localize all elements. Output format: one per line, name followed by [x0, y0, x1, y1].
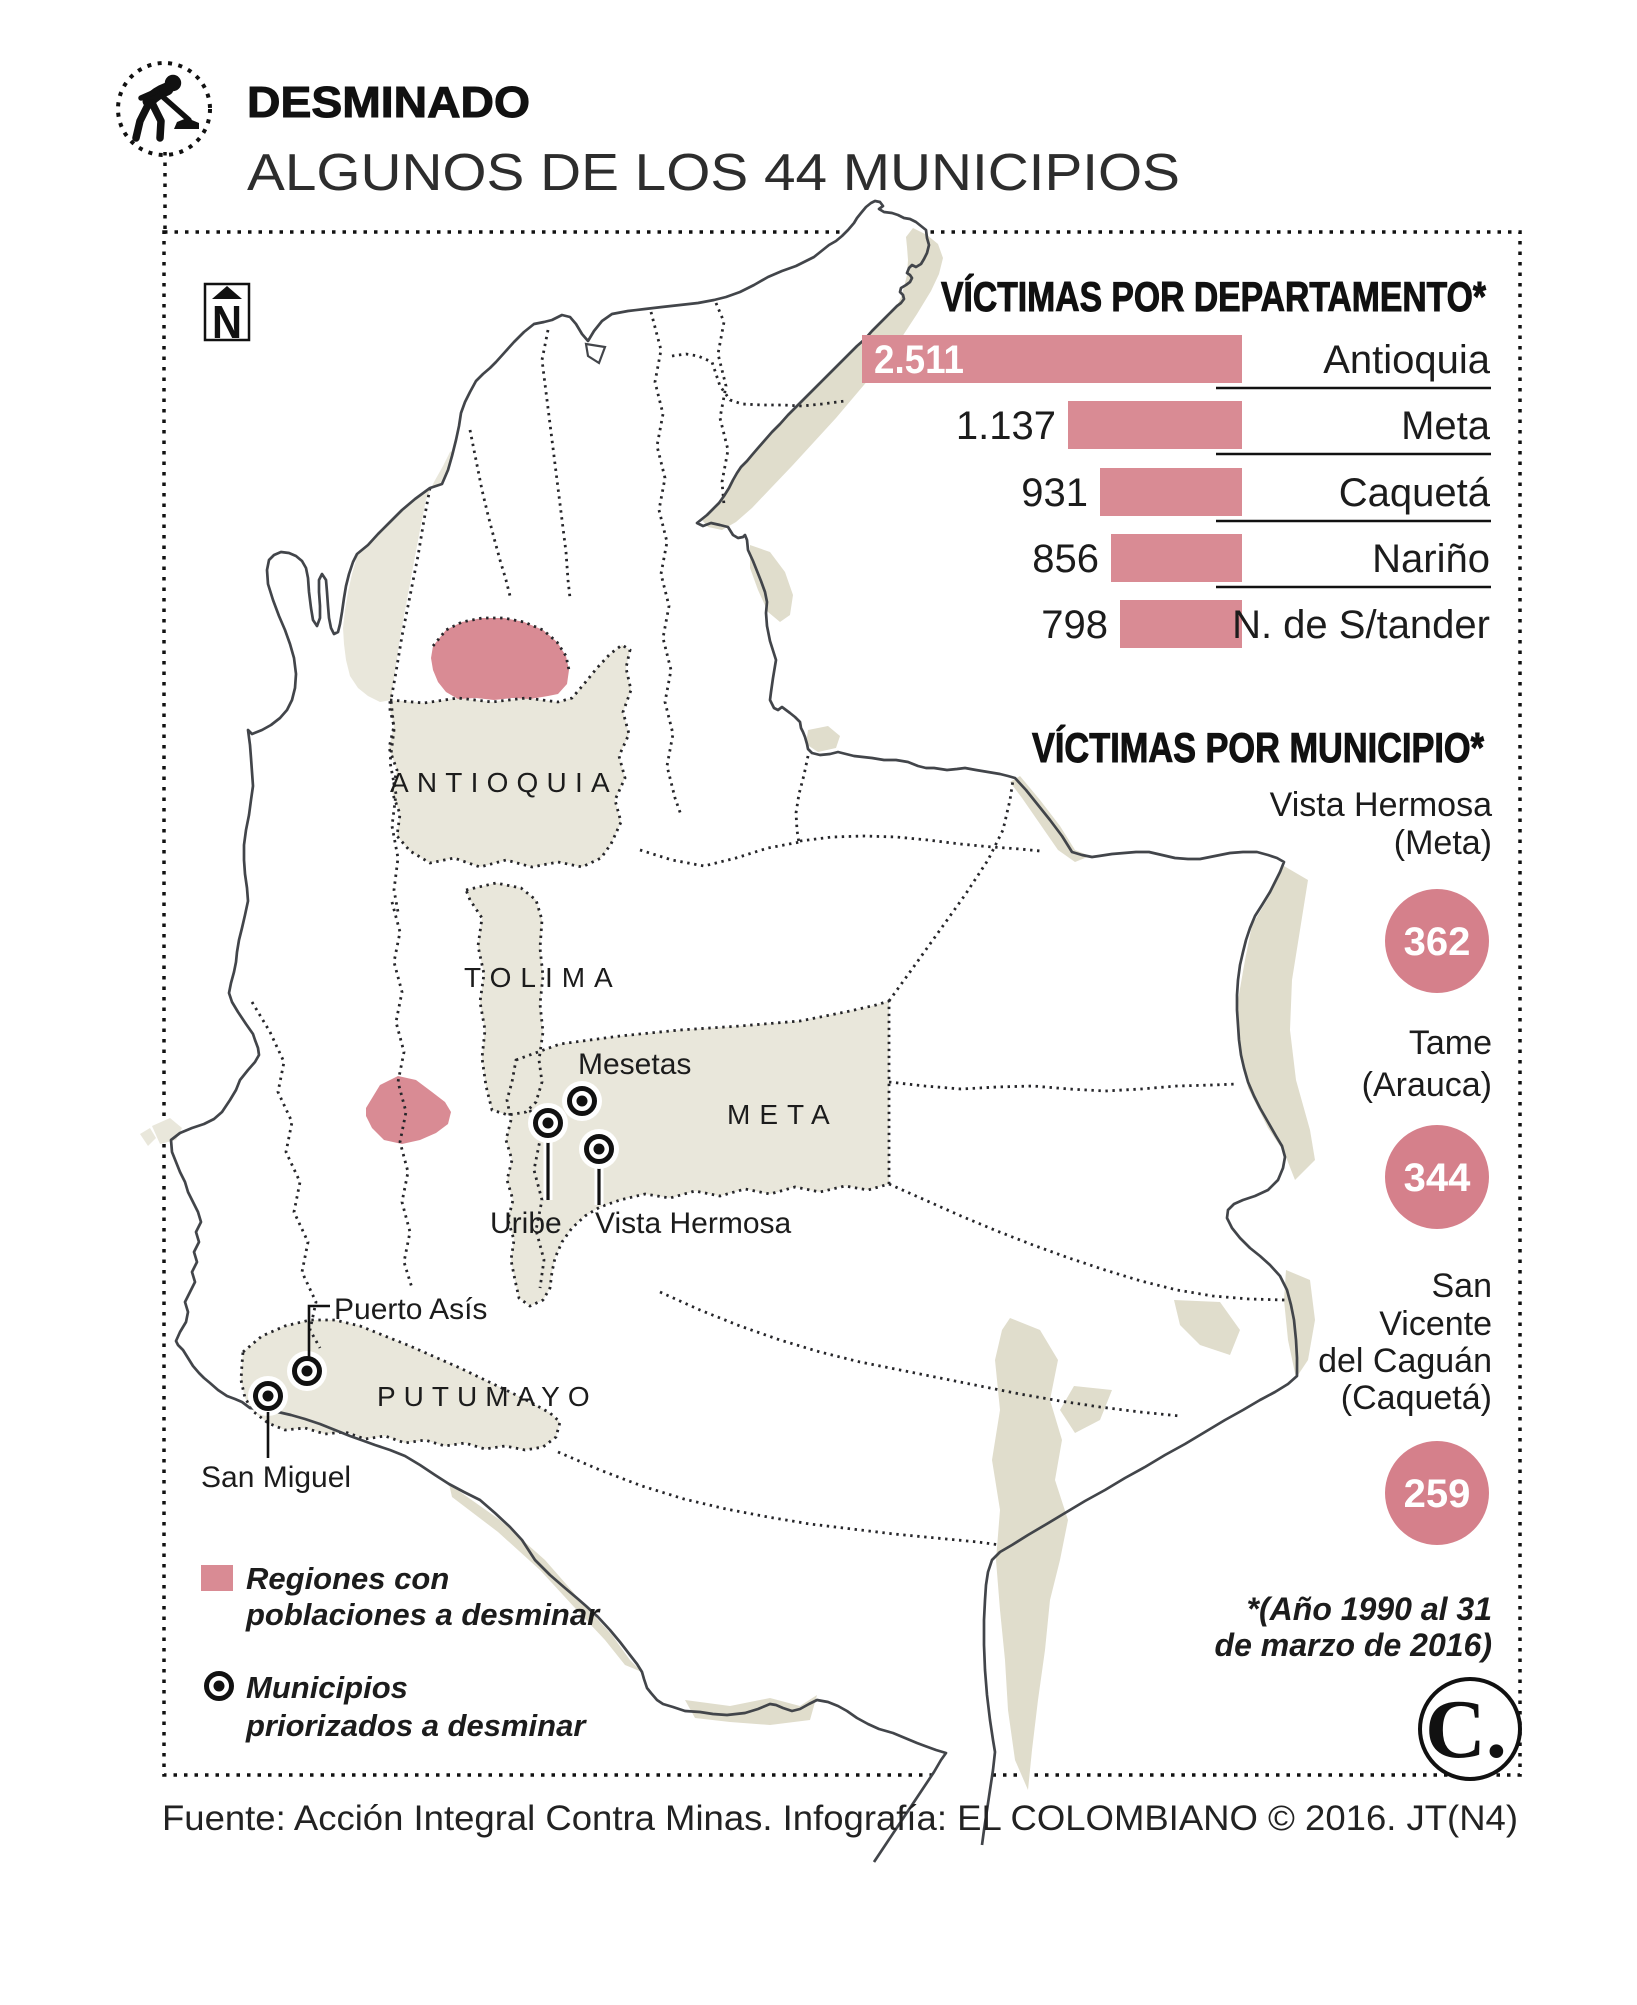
- svg-text:PUTUMAYO: PUTUMAYO: [377, 1381, 598, 1412]
- svg-text:Regiones con: Regiones con: [246, 1561, 449, 1596]
- svg-text:Tame: Tame: [1409, 1024, 1492, 1062]
- svg-text:Nariño: Nariño: [1372, 537, 1490, 581]
- svg-text:*(Año 1990 al 31: *(Año 1990 al 31: [1247, 1591, 1492, 1627]
- svg-text:Antioquia: Antioquia: [1323, 338, 1491, 382]
- svg-text:C.: C.: [1425, 1683, 1507, 1776]
- svg-text:(Caquetá): (Caquetá): [1341, 1379, 1492, 1417]
- svg-text:priorizados a desminar: priorizados a desminar: [245, 1708, 587, 1743]
- svg-text:de marzo de 2016): de marzo de 2016): [1215, 1627, 1492, 1663]
- svg-text:Vista Hermosa: Vista Hermosa: [1270, 786, 1492, 824]
- svg-text:259: 259: [1404, 1472, 1471, 1516]
- svg-text:856: 856: [1032, 537, 1099, 581]
- svg-text:(Arauca): (Arauca): [1362, 1066, 1492, 1104]
- svg-text:362: 362: [1404, 920, 1471, 964]
- svg-text:VÍCTIMAS POR DEPARTAMENTO*: VÍCTIMAS POR DEPARTAMENTO*: [941, 273, 1487, 320]
- svg-text:DESMINADO: DESMINADO: [247, 78, 530, 127]
- svg-text:Uribe: Uribe: [490, 1207, 562, 1240]
- svg-text:931: 931: [1021, 471, 1088, 515]
- svg-text:Municipios: Municipios: [246, 1670, 408, 1705]
- svg-text:poblaciones a desminar: poblaciones a desminar: [245, 1597, 601, 1632]
- svg-text:META: META: [727, 1099, 839, 1130]
- svg-text:Fuente: Acción Integral Contra: Fuente: Acción Integral Contra Minas. In…: [162, 1799, 1518, 1838]
- svg-text:N. de S/tander: N. de S/tander: [1232, 603, 1490, 647]
- svg-text:Vicente: Vicente: [1379, 1305, 1492, 1343]
- svg-text:N: N: [212, 296, 242, 348]
- svg-text:(Meta): (Meta): [1394, 824, 1492, 862]
- svg-text:344: 344: [1404, 1156, 1471, 1200]
- svg-text:TOLIMA: TOLIMA: [464, 962, 622, 993]
- svg-text:798: 798: [1041, 603, 1108, 647]
- svg-text:San Miguel: San Miguel: [201, 1461, 351, 1494]
- svg-text:2.511: 2.511: [874, 338, 964, 382]
- svg-text:Puerto Asís: Puerto Asís: [334, 1293, 487, 1326]
- svg-text:Vista Hermosa: Vista Hermosa: [595, 1207, 792, 1240]
- svg-text:VÍCTIMAS POR MUNICIPIO*: VÍCTIMAS POR MUNICIPIO*: [1032, 724, 1485, 771]
- svg-text:ALGUNOS DE LOS 44 MUNICIPIOS: ALGUNOS DE LOS 44 MUNICIPIOS: [247, 144, 1180, 202]
- svg-text:Meta: Meta: [1401, 404, 1491, 448]
- svg-text:Mesetas: Mesetas: [578, 1048, 691, 1081]
- svg-text:San: San: [1432, 1267, 1493, 1305]
- svg-text:del Caguán: del Caguán: [1318, 1342, 1492, 1380]
- svg-text:Caquetá: Caquetá: [1339, 471, 1491, 515]
- svg-text:ANTIOQUIA: ANTIOQUIA: [390, 767, 618, 798]
- svg-text:1.137: 1.137: [956, 404, 1056, 448]
